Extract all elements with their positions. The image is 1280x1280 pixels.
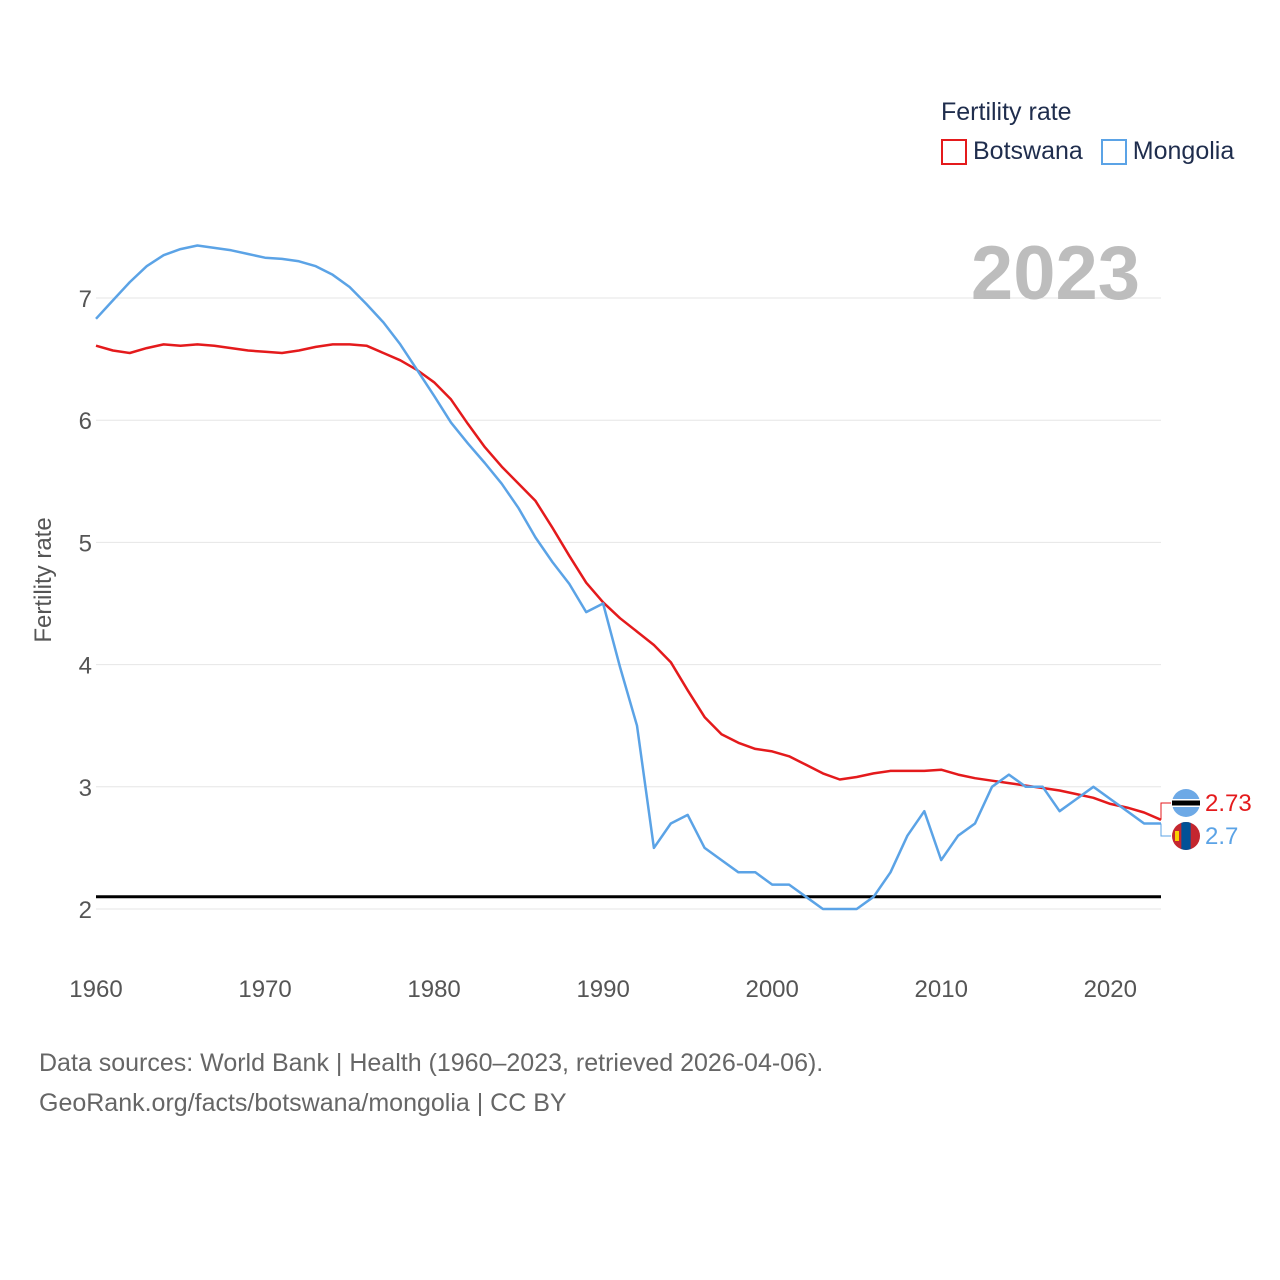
series-line-mongolia[interactable] (95, 244, 1161, 911)
flag-stripe-black (1172, 800, 1200, 806)
flag-soyombo (1175, 831, 1179, 841)
flag-icon-mongolia (1172, 822, 1200, 850)
flag-body (1172, 822, 1200, 850)
legend-label-mongolia: Mongolia (1132, 137, 1235, 165)
end-connector-mongolia (1160, 823, 1171, 837)
x-tick-label: 2020 (1084, 976, 1137, 1003)
y-tick-label: 5 (79, 530, 92, 557)
legend: Fertility rate Botswana Mongolia (941, 98, 1234, 166)
y-tick-label: 4 (79, 653, 92, 680)
x-tick-label: 1990 (576, 976, 629, 1003)
x-tick-label: 2010 (915, 976, 968, 1003)
legend-swatch-mongolia (1100, 138, 1127, 165)
end-value-label-mongolia: 2.7 (1205, 823, 1238, 850)
flag-blue (1181, 822, 1191, 850)
series-lines (95, 244, 1162, 911)
legend-label-botswana: Botswana (973, 137, 1083, 165)
legend-title: Fertility rate (941, 98, 1072, 126)
end-connector-botswana (1160, 802, 1171, 820)
footer-credit: GeoRank.org/facts/botswana/mongolia | CC… (39, 1089, 567, 1117)
x-tick-label: 2000 (745, 976, 798, 1003)
legend-swatch-botswana (941, 138, 967, 165)
end-value-label-botswana: 2.73 (1205, 790, 1252, 817)
x-tick-label: 1960 (69, 976, 122, 1003)
footer: Data sources: World Bank | Health (1960–… (39, 1043, 823, 1123)
x-tick-label: 1970 (238, 976, 291, 1003)
flag-icon-botswana (1172, 789, 1200, 817)
legend-item-mongolia[interactable]: Mongolia (1100, 137, 1235, 166)
x-tick-label: 1980 (407, 976, 460, 1003)
end-markers: 2.73 2.7 (1160, 789, 1252, 850)
current-year-label: 2023 (971, 231, 1140, 316)
y-tick-label: 7 (79, 286, 92, 313)
footer-sources: Data sources: World Bank | Health (1960–… (39, 1049, 824, 1077)
gridlines (96, 297, 1161, 910)
series-line-botswana[interactable] (95, 343, 1162, 821)
y-tick-label: 2 (79, 897, 92, 924)
legend-item-botswana[interactable]: Botswana (941, 137, 1083, 166)
y-tick-label: 6 (79, 408, 92, 435)
y-tick-label: 3 (79, 775, 92, 802)
y-axis-title: Fertility rate (30, 517, 57, 642)
x-tick-labels: 1960 1970 1980 1990 2000 2010 2020 (69, 976, 1137, 1003)
y-tick-labels: 2 3 4 5 6 7 (79, 286, 92, 924)
